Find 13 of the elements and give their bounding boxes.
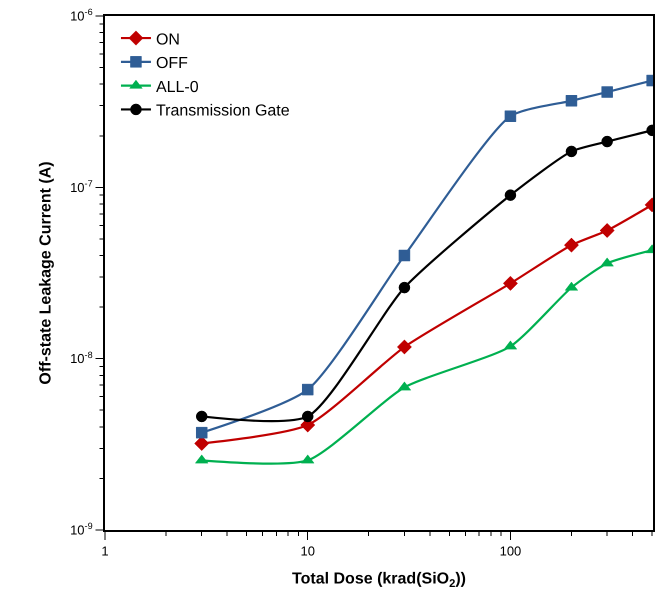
y-tick-label: 10$^{-6}$ [70, 7, 93, 24]
y-axis-title: Off-state Leakage Current (A) [37, 161, 54, 385]
x-tick-label: 10 [300, 543, 315, 558]
y-tick-label: 10$^{-8}$ [70, 350, 93, 366]
legend-label: ON [156, 31, 180, 48]
x-axis-title: Total Dose (krad(SiO$_{2}$)) [292, 570, 466, 590]
x-tick-label: 100 [500, 543, 522, 558]
y-tick-label: 10$^{-9}$ [70, 521, 93, 538]
x-tick-label: 1 [101, 543, 109, 558]
legend-label: OFF [156, 55, 188, 72]
legend-label: ALL-0 [156, 78, 199, 96]
legend-label: Transmission Gate [156, 102, 290, 120]
y-tick-label: 10$^{-7}$ [70, 178, 93, 195]
